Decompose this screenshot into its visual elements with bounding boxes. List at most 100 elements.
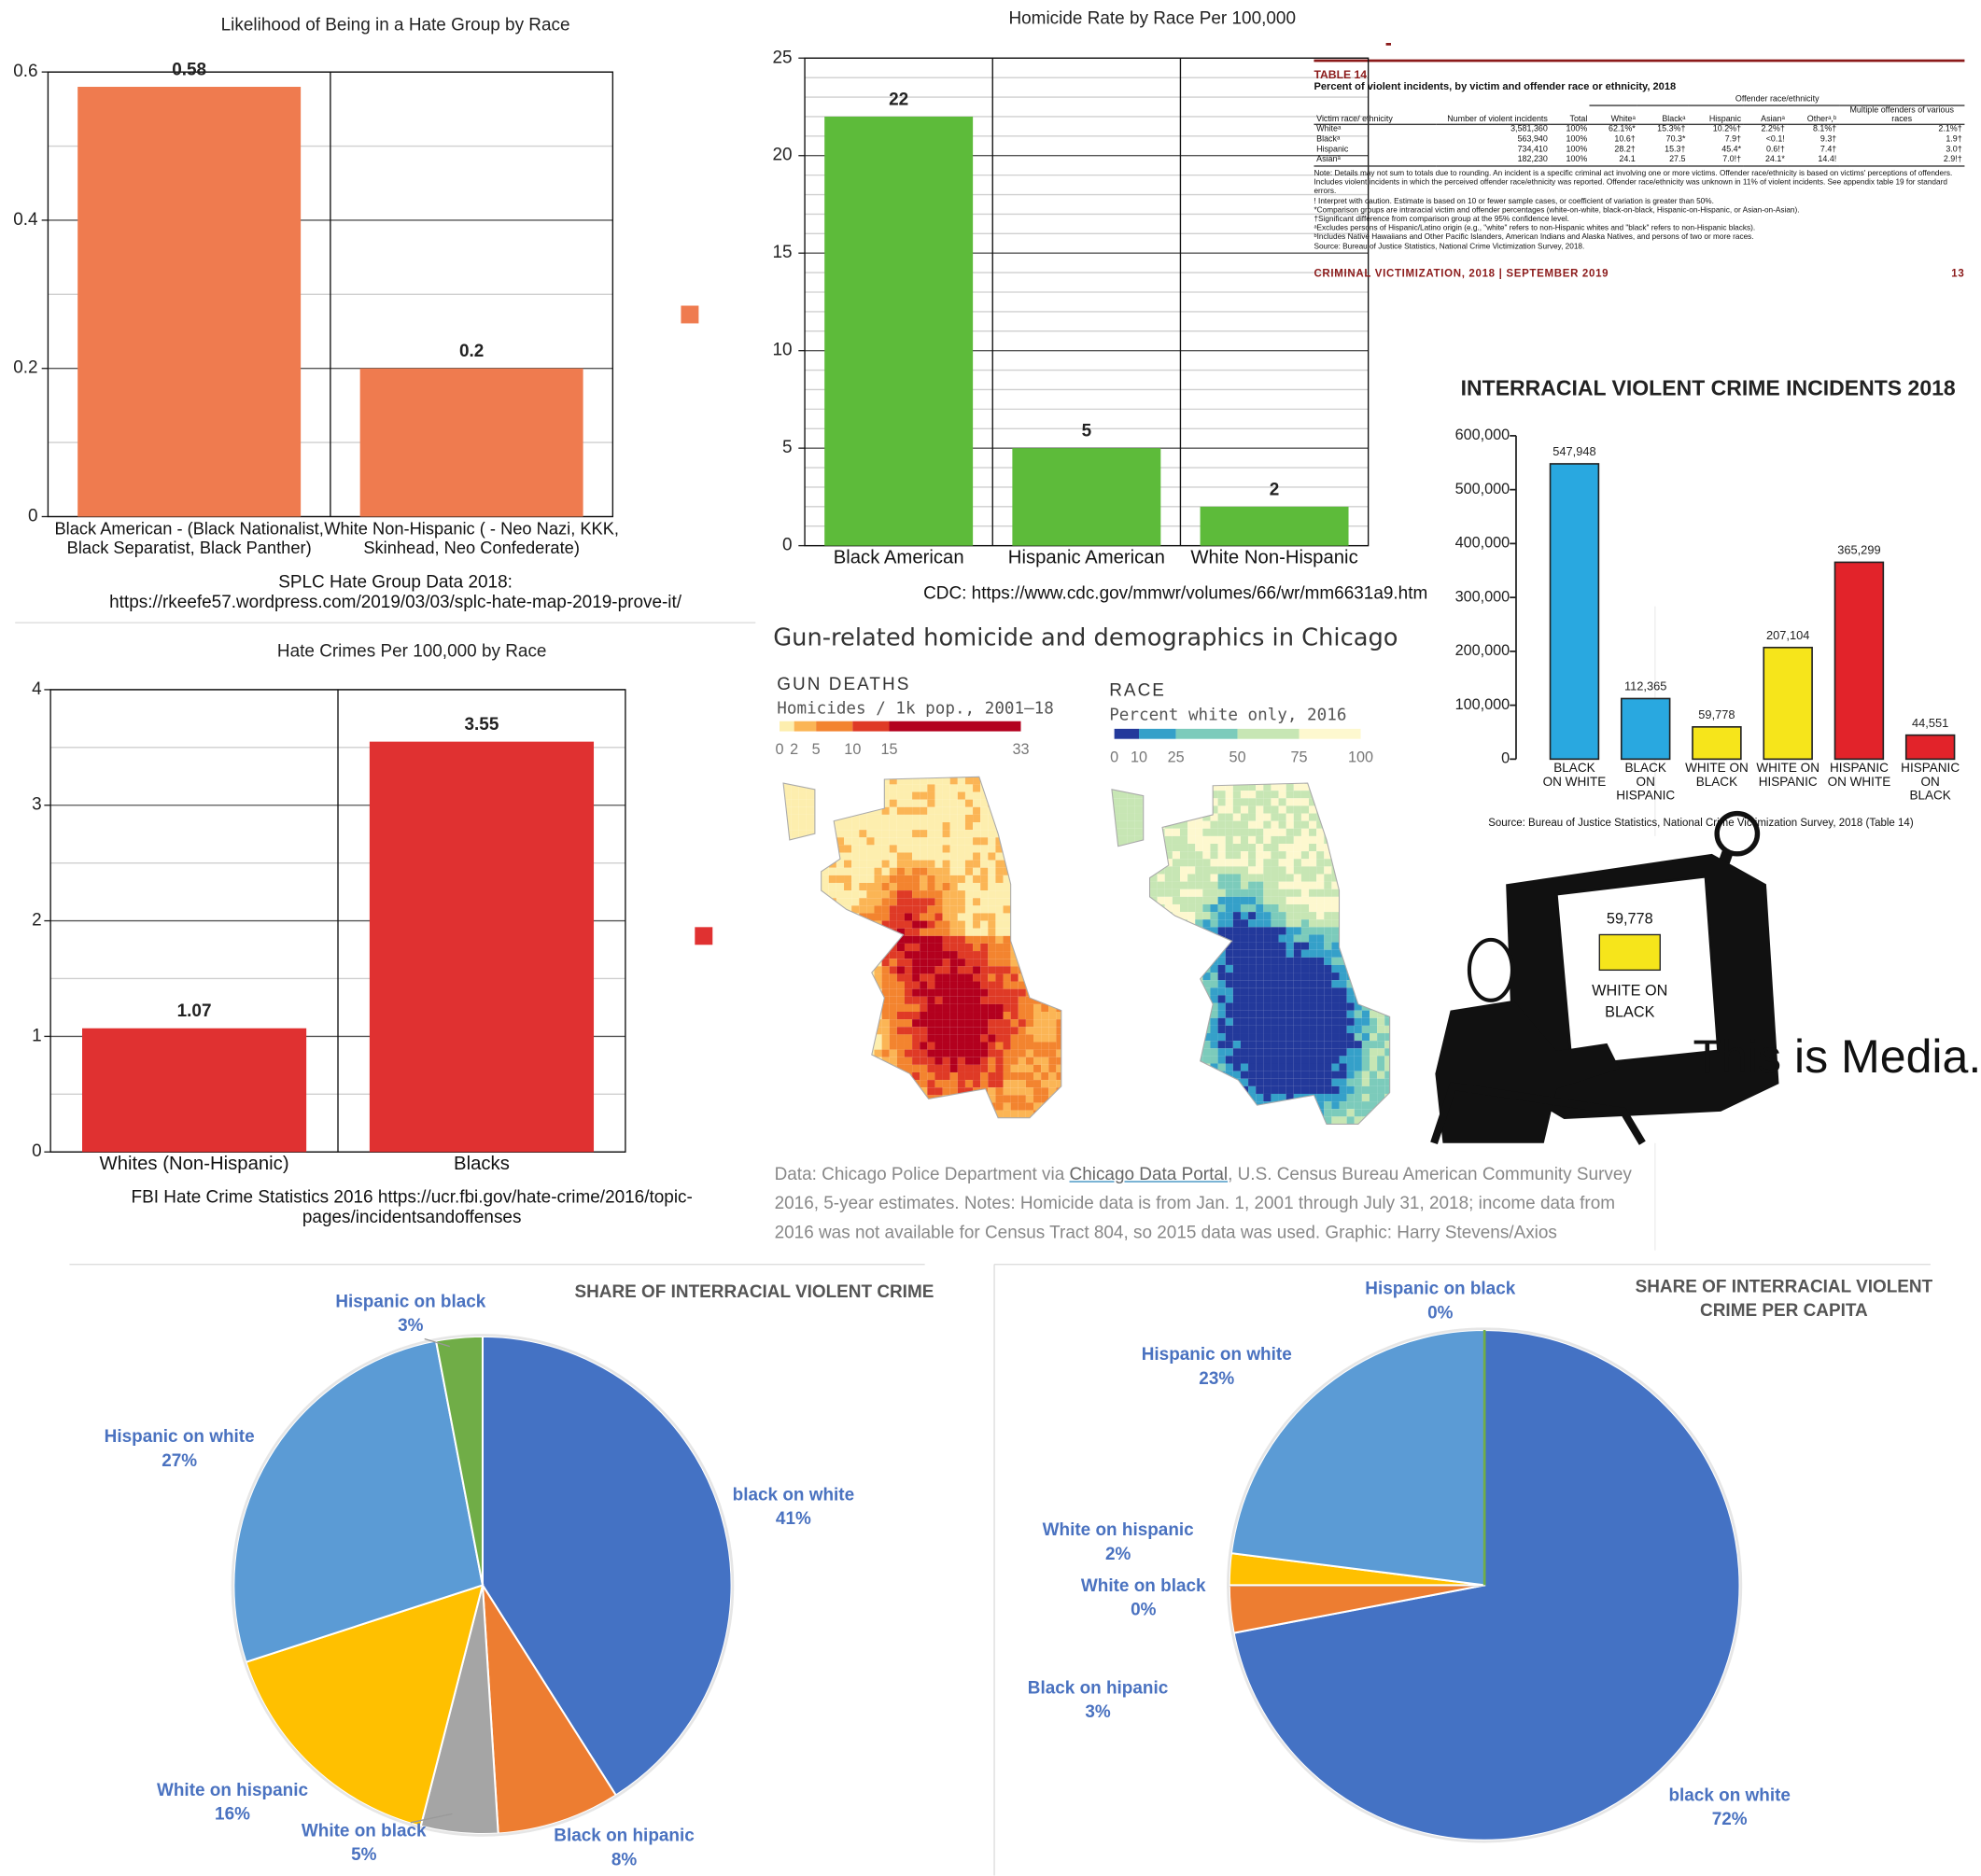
map-cell	[1316, 1101, 1325, 1110]
map-cell	[1240, 896, 1249, 904]
map-cell	[1316, 1041, 1325, 1049]
map-cell	[1278, 844, 1286, 852]
map-cell	[1233, 1124, 1241, 1131]
map-cell	[904, 1110, 913, 1118]
map-cell	[942, 837, 950, 846]
map-cell	[1384, 1017, 1390, 1026]
map-cell	[791, 1057, 799, 1065]
map-cell	[1232, 1093, 1241, 1102]
map-cell	[783, 959, 792, 967]
map-cell	[1180, 927, 1188, 935]
map-cell	[1119, 820, 1128, 829]
map-cell	[1180, 1071, 1188, 1079]
map-outline	[782, 782, 816, 841]
map-cell	[1202, 874, 1211, 882]
map-cell	[1157, 927, 1165, 935]
map-cell	[821, 1049, 829, 1057]
map-cell	[912, 890, 920, 899]
map-cell	[882, 1118, 890, 1126]
map-cell	[1210, 820, 1218, 829]
map-cell	[1157, 851, 1165, 860]
map-cell	[836, 882, 845, 891]
map-cell	[980, 951, 989, 959]
map-cell	[1217, 1101, 1226, 1110]
map-cell	[836, 1027, 845, 1035]
colorbar-segment	[1175, 728, 1238, 739]
map-cell	[813, 1102, 822, 1111]
map-cell	[1354, 791, 1362, 799]
map-cell	[949, 1003, 958, 1013]
map-cell	[1210, 912, 1218, 920]
map-cell	[1134, 949, 1143, 958]
colorbar-segment	[1237, 728, 1300, 739]
map-cell	[1286, 957, 1294, 965]
map-cell	[1111, 1101, 1120, 1110]
map-cell	[1361, 874, 1370, 882]
map-cell	[1119, 866, 1128, 875]
map-cell	[1286, 866, 1294, 875]
map-cell	[844, 875, 852, 883]
map-cell	[1180, 1056, 1188, 1064]
map-cell	[874, 1064, 882, 1072]
map-cell	[1172, 1071, 1181, 1079]
note-link[interactable]: Chicago Data Portal	[1069, 1163, 1229, 1184]
map-cell	[1164, 1109, 1173, 1117]
map-cell	[1010, 784, 1019, 792]
map-cell	[1210, 791, 1218, 799]
map-cell	[1339, 1063, 1347, 1071]
map-cell	[1300, 874, 1310, 882]
map-cell	[1180, 859, 1188, 867]
map-cell	[920, 890, 928, 899]
map-cell	[1202, 813, 1211, 821]
map-cell	[1018, 822, 1026, 831]
colorbar-tick-label: 2	[790, 741, 798, 758]
map-cell	[859, 898, 867, 906]
map-cell	[1202, 805, 1211, 814]
y-tick-label: 5	[782, 438, 793, 457]
map-cell	[791, 905, 799, 914]
value-label: 112,365	[1624, 679, 1666, 693]
map-cell	[1331, 844, 1340, 852]
colorbar-segment	[1139, 728, 1176, 739]
map-cell	[1263, 1048, 1271, 1057]
map-cell	[866, 959, 875, 967]
map-cell	[1278, 866, 1286, 875]
map-cell	[1033, 966, 1042, 974]
map-cell	[1278, 942, 1286, 950]
map-cell	[934, 1118, 942, 1126]
map-cell	[1240, 912, 1249, 920]
map-cell	[1157, 896, 1165, 904]
map-cell	[1018, 1042, 1026, 1050]
map-cell	[1369, 798, 1378, 806]
map-cell	[1278, 1116, 1286, 1125]
map-cell	[1056, 905, 1061, 914]
map-cell	[1142, 903, 1150, 913]
map-cell	[859, 867, 867, 875]
map-cell	[1048, 913, 1057, 921]
map-cell	[1361, 1033, 1370, 1042]
map-cell	[1271, 896, 1279, 904]
map-cell	[920, 777, 928, 785]
map-cell	[1127, 1093, 1135, 1102]
table-footer: CRIMINAL VICTIMIZATION, 2018 | SEPTEMBER…	[1314, 266, 1964, 279]
map-cell	[1134, 1048, 1143, 1057]
map-cell	[964, 1034, 974, 1043]
slice-value: 8%	[611, 1850, 638, 1869]
map-cell	[1316, 973, 1325, 981]
table-row: Offender race/ethnicity	[1314, 94, 1965, 106]
map-cell	[1377, 859, 1385, 867]
map-cell	[1369, 835, 1378, 845]
y-tick-label: 0.4	[13, 210, 37, 230]
map-cell	[927, 1019, 935, 1028]
map-cell	[1010, 928, 1019, 936]
map-cell	[1377, 912, 1385, 920]
map-cell	[1127, 820, 1135, 829]
map-cell	[964, 1080, 974, 1088]
map-cell	[1025, 1012, 1034, 1020]
map-cell	[1354, 949, 1362, 958]
map-cell	[1127, 1025, 1135, 1034]
map-cell	[1025, 814, 1034, 823]
map-cell	[806, 830, 814, 838]
map-cell	[1369, 1017, 1378, 1026]
map-cell	[1041, 1118, 1048, 1126]
